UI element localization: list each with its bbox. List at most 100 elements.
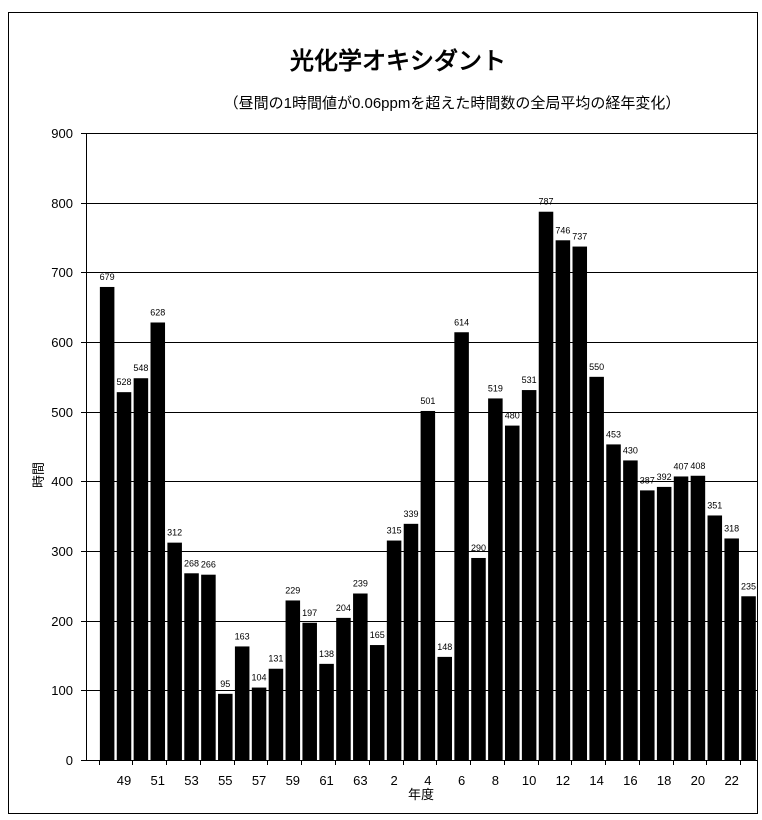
data-label: 737 xyxy=(572,232,587,242)
data-label: 239 xyxy=(353,579,368,589)
bar xyxy=(690,475,706,760)
bar xyxy=(133,378,149,760)
data-label: 197 xyxy=(302,608,317,618)
data-label: 165 xyxy=(370,630,385,640)
x-tick-label: 59 xyxy=(286,773,300,788)
bar xyxy=(589,376,604,760)
x-tick-label: 57 xyxy=(252,773,266,788)
bar xyxy=(471,557,486,760)
bar xyxy=(302,622,317,760)
y-tick-label: 800 xyxy=(51,196,73,211)
data-label: 531 xyxy=(522,375,537,385)
data-label: 746 xyxy=(555,225,570,235)
bar xyxy=(167,542,182,760)
data-label: 387 xyxy=(640,475,655,485)
data-label: 318 xyxy=(724,523,739,533)
data-label: 95 xyxy=(220,679,230,689)
bar xyxy=(504,425,520,760)
y-tick-label: 500 xyxy=(51,405,73,420)
x-tick-label: 2 xyxy=(390,773,397,788)
data-label: 528 xyxy=(117,377,132,387)
bar xyxy=(420,410,436,760)
data-label: 312 xyxy=(167,528,182,538)
data-label: 519 xyxy=(488,383,503,393)
bar xyxy=(234,646,250,760)
bar xyxy=(606,444,621,760)
x-tick-label: 55 xyxy=(218,773,232,788)
data-label: 268 xyxy=(184,558,199,568)
data-label: 138 xyxy=(319,649,334,659)
axes xyxy=(81,133,757,765)
bar xyxy=(336,617,351,760)
bar xyxy=(707,515,723,760)
labels: 0100200300400500600700800900679528548628… xyxy=(51,126,756,788)
bar xyxy=(184,573,199,760)
y-tick-label: 600 xyxy=(51,335,73,350)
data-label: 204 xyxy=(336,603,351,613)
data-label: 407 xyxy=(674,461,689,471)
bar xyxy=(741,596,756,760)
data-label: 339 xyxy=(403,509,418,519)
bars xyxy=(99,211,756,761)
y-axis-title: 時間 xyxy=(31,462,46,488)
bar xyxy=(285,600,301,760)
data-label: 104 xyxy=(252,673,267,683)
bar xyxy=(218,693,233,760)
bar xyxy=(454,332,469,760)
bar xyxy=(369,645,385,760)
chart-title: 光化学オキシダント xyxy=(289,47,506,75)
data-label: 315 xyxy=(387,526,402,536)
y-tick-label: 100 xyxy=(51,683,73,698)
data-label: 163 xyxy=(235,631,250,641)
x-tick-label: 22 xyxy=(724,773,738,788)
bar xyxy=(99,286,115,760)
bar xyxy=(656,486,672,760)
bar xyxy=(251,687,267,760)
x-tick-label: 49 xyxy=(117,773,131,788)
bar xyxy=(403,523,419,760)
data-label: 679 xyxy=(100,272,115,282)
data-label: 628 xyxy=(150,307,165,317)
y-tick-label: 300 xyxy=(51,544,73,559)
x-tick-label: 20 xyxy=(691,773,705,788)
data-label: 550 xyxy=(589,362,604,372)
bar xyxy=(437,656,452,760)
bar xyxy=(724,538,739,760)
data-label: 290 xyxy=(471,543,486,553)
bar xyxy=(201,574,216,760)
y-tick-label: 200 xyxy=(51,614,73,629)
bar xyxy=(150,322,166,760)
x-tick-label: 10 xyxy=(522,773,536,788)
x-tick-label: 8 xyxy=(492,773,499,788)
bar xyxy=(640,490,655,760)
data-label: 408 xyxy=(690,461,705,471)
y-tick-label: 0 xyxy=(66,753,73,768)
bar xyxy=(353,593,368,760)
x-tick-label: 53 xyxy=(184,773,198,788)
data-label: 266 xyxy=(201,560,216,570)
data-label: 148 xyxy=(437,642,452,652)
data-label: 351 xyxy=(707,500,722,510)
data-label: 501 xyxy=(420,396,435,406)
data-label: 787 xyxy=(538,197,553,207)
data-label: 430 xyxy=(623,445,638,455)
bar xyxy=(116,392,132,760)
x-tick-label: 12 xyxy=(556,773,570,788)
data-label: 235 xyxy=(741,581,756,591)
bar xyxy=(488,398,503,760)
bar xyxy=(572,246,588,760)
bar xyxy=(386,540,402,760)
x-tick-label: 16 xyxy=(623,773,637,788)
x-axis-title: 年度 xyxy=(408,787,434,802)
x-tick-label: 14 xyxy=(589,773,603,788)
data-label: 131 xyxy=(268,654,283,664)
bar xyxy=(623,460,638,760)
data-label: 453 xyxy=(606,429,621,439)
y-tick-label: 900 xyxy=(51,126,73,141)
data-label: 614 xyxy=(454,317,469,327)
data-label: 229 xyxy=(285,585,300,595)
data-label: 480 xyxy=(505,411,520,421)
x-tick-label: 51 xyxy=(151,773,165,788)
x-tick-label: 63 xyxy=(353,773,367,788)
